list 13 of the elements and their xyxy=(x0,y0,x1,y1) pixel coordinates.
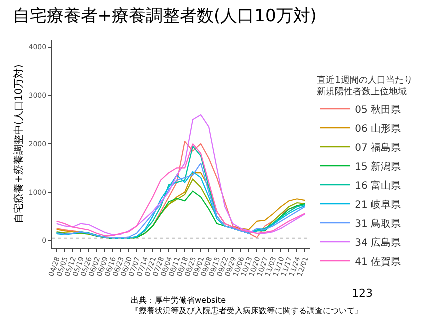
legend-label: 06 山形県 xyxy=(355,123,402,135)
legend-label: 15 新潟県 xyxy=(355,161,402,173)
legend-label: 31 鳥取県 xyxy=(355,218,402,230)
y-axis-title: 自宅療養+療養調整中(人口10万対) xyxy=(12,64,25,224)
legend-label: 05 秋田県 xyxy=(355,104,402,116)
legend-label: 34 広島県 xyxy=(355,237,402,249)
legend-label: 21 岐阜県 xyxy=(355,199,402,211)
legend-label: 16 富山県 xyxy=(355,180,402,192)
chart-title: 自宅療養者+療養調整者数(人口10万対) xyxy=(12,6,317,26)
line-series xyxy=(56,114,306,236)
legend-title: 直近1週間の人口当たり新規陽性者数上位地域 xyxy=(317,74,413,98)
legend-label: 41 佐賀県 xyxy=(355,256,402,268)
legend-label: 07 福島県 xyxy=(355,142,402,154)
